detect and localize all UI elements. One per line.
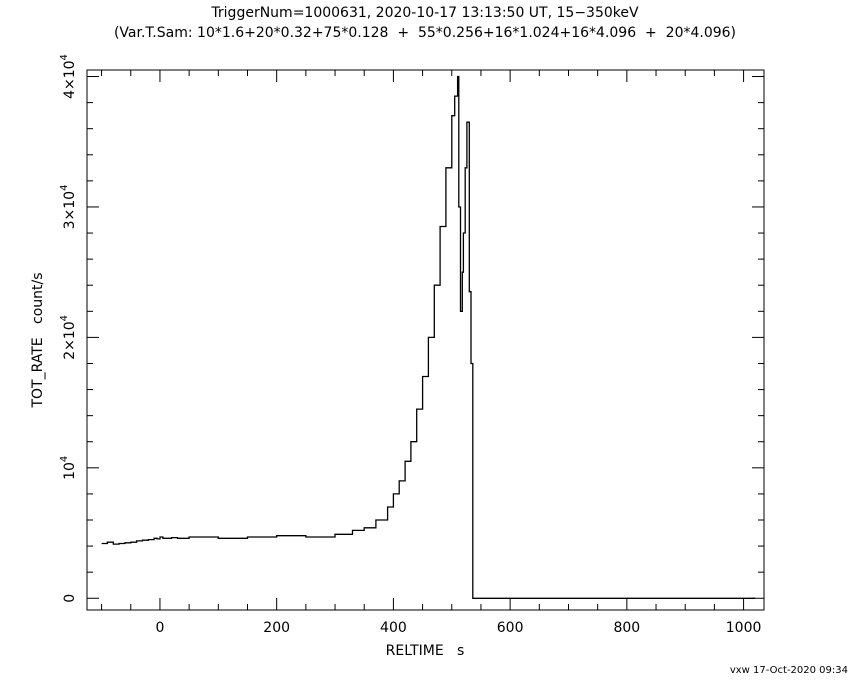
y-axis-ticks: 0 104 2×104 3×104 4×104 (59, 54, 764, 603)
y-tick-label: 3×104 (59, 185, 78, 230)
chart-title-line2: (Var.T.Sam: 10*1.6+20*0.32+75*0.128 + 55… (114, 25, 736, 41)
footer-timestamp: vxw 17-Oct-2020 09:34 (730, 665, 848, 676)
x-tick-label: 800 (613, 620, 640, 636)
x-axis-label: RELTIME s (386, 643, 465, 659)
x-tick-label: 600 (497, 620, 524, 636)
y-tick-label: 104 (59, 456, 78, 480)
x-tick-label: 0 (155, 620, 164, 636)
x-tick-label: 400 (380, 620, 407, 636)
x-tick-label: 200 (263, 620, 290, 636)
x-tick-label: 1000 (726, 620, 762, 636)
chart-title-line1: TriggerNum=1000631, 2020-10-17 13:13:50 … (210, 5, 639, 21)
y-tick-label: 2×104 (59, 315, 78, 360)
series-group (101, 75, 756, 599)
y-tick-label: 0 (62, 594, 78, 603)
x-axis-ticks: 0 200 400 600 800 1000 (101, 70, 762, 636)
series-line (101, 75, 756, 599)
plot-frame (86, 69, 765, 611)
y-tick-label: 4×104 (59, 54, 78, 99)
y-axis-label: TOT_RATE count/s (30, 272, 46, 408)
